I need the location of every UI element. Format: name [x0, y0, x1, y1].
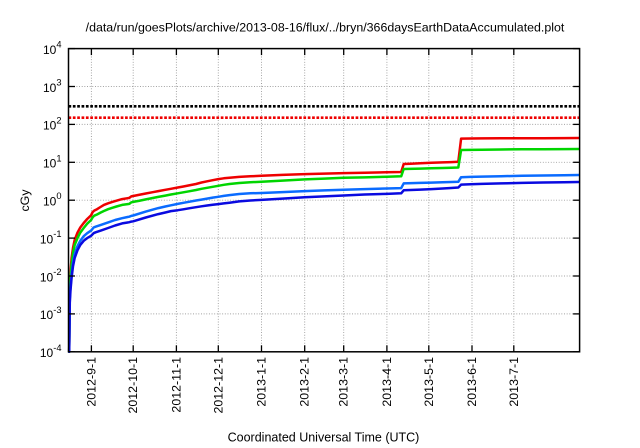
- svg-text:2013-2-1: 2013-2-1: [298, 357, 312, 407]
- svg-text:2012-12-1: 2012-12-1: [211, 357, 225, 414]
- svg-text:cGy: cGy: [18, 189, 32, 212]
- svg-text:Coordinated Universal Time (UT: Coordinated Universal Time (UTC): [228, 430, 420, 444]
- svg-text:2013-7-1: 2013-7-1: [507, 357, 521, 407]
- svg-text:10-1: 10-1: [40, 229, 62, 246]
- svg-text:10-4: 10-4: [40, 343, 62, 360]
- svg-text:102: 102: [43, 115, 62, 132]
- svg-text:2012-11-1: 2012-11-1: [169, 357, 183, 413]
- svg-text:2013-5-1: 2013-5-1: [422, 357, 436, 407]
- svg-text:2013-1-1: 2013-1-1: [255, 357, 269, 407]
- svg-text:2013-6-1: 2013-6-1: [465, 357, 479, 407]
- svg-text:104: 104: [43, 40, 62, 57]
- svg-text:2012-9-1: 2012-9-1: [84, 357, 98, 407]
- svg-text:2013-3-1: 2013-3-1: [337, 357, 351, 407]
- svg-text:10-2: 10-2: [40, 267, 62, 284]
- svg-text:100: 100: [43, 191, 62, 208]
- svg-text:101: 101: [43, 153, 62, 170]
- svg-text:2012-10-1: 2012-10-1: [126, 357, 140, 414]
- svg-text:10-3: 10-3: [40, 305, 62, 322]
- svg-text:103: 103: [43, 78, 62, 95]
- svg-text:2013-4-1: 2013-4-1: [380, 357, 394, 407]
- svg-text:/data/run/goesPlots/archive/20: /data/run/goesPlots/archive/2013-08-16/f…: [86, 20, 565, 34]
